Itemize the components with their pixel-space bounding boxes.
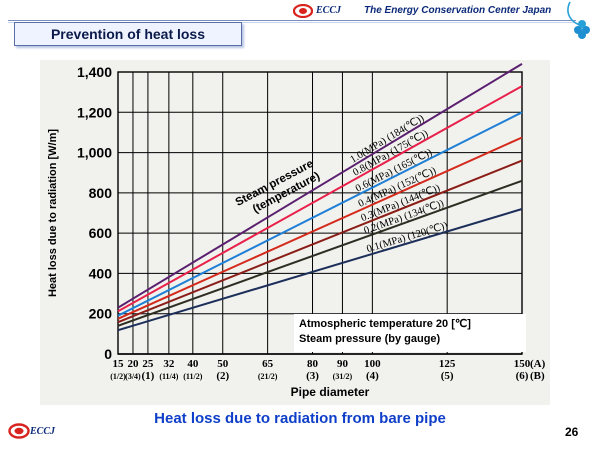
- page-number: 26: [565, 425, 579, 439]
- slide-caption: Heat loss due to radiation from bare pip…: [154, 410, 446, 427]
- x-tick-label-mm: 32: [163, 358, 175, 370]
- x-tick-label-inch: (31/2): [333, 372, 353, 381]
- x-tick-label-mm: 65: [262, 358, 274, 370]
- x-tick-label-inch: (3): [306, 370, 319, 382]
- axis-layer: 0 200 400 600 800 1,000 1,200 1,400 15 (1/2)20 (3/…: [47, 64, 546, 399]
- plot-frame: [117, 71, 523, 355]
- series-line: [117, 85, 523, 313]
- x-tick-label-inch: (3/4): [125, 372, 141, 381]
- x-tick-label-inch: (1/2): [110, 372, 126, 381]
- x-tick-label-mm: 100: [364, 358, 381, 370]
- x-tick-label-inch: (21/2): [258, 372, 278, 381]
- header-rule-shadow: [8, 22, 576, 23]
- x-row-label: (B): [530, 370, 545, 382]
- x-tick-label-mm: 20: [127, 358, 139, 370]
- footer-org-abbr: ECCJ: [30, 426, 56, 437]
- x-tick-label-mm: 90: [337, 358, 349, 370]
- x-tick-label-mm: 125: [439, 358, 456, 370]
- clover-logo-icon: [567, 1, 590, 39]
- header-rule: [8, 20, 576, 21]
- label-layer: 1.0(MPa) (184(℃))0.8(MPa) (175(℃))0.6(MP…: [234, 113, 450, 256]
- x-tick-label-inch: (1): [142, 370, 155, 382]
- x-tick-label-inch: (6): [516, 370, 529, 382]
- series-line: [117, 63, 523, 309]
- slide-title: Prevention of heat loss: [14, 22, 242, 46]
- series-layer: [117, 63, 523, 332]
- x-row-label: (A): [530, 358, 546, 370]
- x-tick-label-mm: 50: [217, 358, 229, 370]
- y-axis-title: Heat loss due to radiation [W/m]: [47, 129, 59, 297]
- x-tick-label-mm: 15: [113, 358, 125, 370]
- y-tick-label: 1,000: [77, 145, 112, 161]
- y-tick-label: 1,400: [77, 64, 112, 80]
- y-tick-label: 800: [89, 185, 113, 201]
- y-tick-label: 600: [89, 225, 113, 241]
- series-line: [117, 179, 523, 327]
- x-tick-label-inch: (11/4): [159, 372, 178, 381]
- y-tick-label: 400: [89, 265, 113, 281]
- y-tick-label: 1,200: [77, 104, 112, 120]
- x-tick-label-inch: (5): [441, 370, 454, 382]
- series-line: [117, 208, 523, 332]
- series-line: [117, 111, 523, 317]
- series-line: [117, 159, 523, 324]
- x-tick-label-inch: (2): [216, 370, 229, 382]
- x-tick-label-mm: 80: [307, 358, 319, 370]
- steam-pressure-note: Steam pressure (by gauge): [299, 333, 441, 345]
- header-org-abbr: ECCJ: [316, 5, 342, 16]
- header-org-name: The Energy Conservation Center Japan: [364, 5, 552, 16]
- footer-eccj-logo-icon: [8, 423, 30, 439]
- x-tick-label-mm: 40: [187, 358, 199, 370]
- x-axis-title: Pipe diameter: [291, 385, 370, 399]
- x-tick-label-mm: 150: [514, 358, 531, 370]
- eccj-logo-icon: [293, 4, 313, 18]
- y-tick-label: 200: [89, 306, 113, 322]
- atmospheric-temperature-note: Atmospheric temperature 20 [℃]: [299, 318, 471, 330]
- x-tick-label-inch: (4): [366, 370, 379, 382]
- x-tick-label-mm: 25: [142, 358, 154, 370]
- conditions-box: [294, 314, 526, 352]
- x-tick-label-inch: (11/2): [183, 372, 202, 381]
- y-tick-label: 0: [104, 346, 112, 362]
- series-line: [117, 136, 523, 320]
